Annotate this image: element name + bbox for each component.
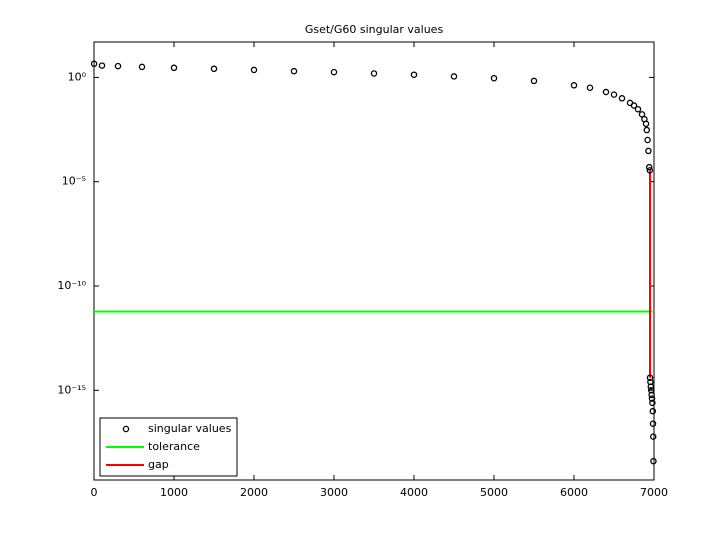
legend-marker bbox=[122, 425, 130, 433]
data-point bbox=[98, 62, 106, 69]
x-tick-label: 2000 bbox=[240, 486, 268, 499]
y-tick-label: 10⁰ bbox=[68, 70, 87, 83]
x-tick-label: 0 bbox=[91, 486, 98, 499]
data-point bbox=[646, 374, 654, 381]
x-tick-label: 5000 bbox=[480, 486, 508, 499]
data-point bbox=[649, 433, 657, 440]
chart-title: Gset/G60 singular values bbox=[305, 23, 444, 36]
data-point bbox=[450, 73, 458, 80]
data-point bbox=[290, 67, 298, 75]
data-point bbox=[210, 65, 218, 73]
data-point bbox=[170, 64, 178, 72]
data-point bbox=[530, 77, 538, 85]
x-tick-label: 1000 bbox=[160, 486, 188, 499]
data-point bbox=[649, 399, 656, 407]
data-point bbox=[649, 420, 657, 427]
data-point bbox=[490, 74, 498, 82]
data-point bbox=[602, 88, 610, 96]
data-point bbox=[647, 383, 655, 390]
x-tick-label: 7000 bbox=[640, 486, 668, 499]
x-tick-label: 3000 bbox=[320, 486, 348, 499]
y-tick-label: 10⁻¹⁵ bbox=[57, 383, 86, 396]
data-point bbox=[610, 91, 618, 98]
data-point bbox=[646, 167, 654, 174]
data-point bbox=[586, 84, 594, 92]
data-point bbox=[650, 457, 657, 465]
y-tick-label: 10⁻⁵ bbox=[62, 175, 86, 188]
data-point bbox=[645, 163, 653, 171]
data-point bbox=[645, 147, 652, 155]
legend-label: gap bbox=[148, 458, 169, 471]
data-point bbox=[643, 126, 651, 134]
data-point bbox=[90, 60, 98, 68]
y-tick-label: 10⁻¹⁰ bbox=[57, 279, 86, 292]
data-point bbox=[570, 82, 578, 89]
legend-label: singular values bbox=[148, 422, 232, 435]
data-point bbox=[642, 120, 650, 128]
data-point bbox=[638, 111, 646, 118]
data-point bbox=[630, 102, 638, 109]
data-point bbox=[649, 407, 657, 415]
data-point bbox=[618, 95, 626, 102]
plot-area bbox=[93, 41, 655, 481]
data-point bbox=[410, 71, 418, 78]
legend-label: tolerance bbox=[148, 440, 200, 453]
data-point bbox=[370, 70, 378, 77]
data-point bbox=[114, 62, 122, 70]
data-point bbox=[648, 395, 656, 402]
data-point bbox=[138, 63, 146, 71]
x-tick-label: 6000 bbox=[560, 486, 588, 499]
data-point bbox=[644, 136, 651, 144]
data-point bbox=[648, 391, 655, 399]
data-point bbox=[250, 66, 258, 74]
x-tick-label: 4000 bbox=[400, 486, 428, 499]
data-point bbox=[634, 105, 642, 113]
data-point bbox=[330, 68, 338, 76]
